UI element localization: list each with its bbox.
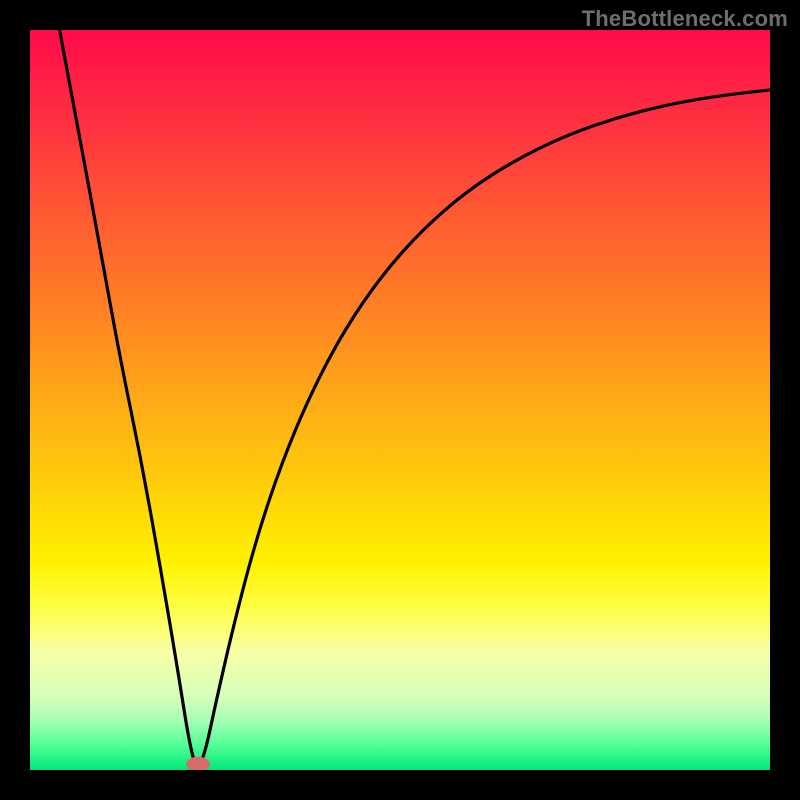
chart-frame: TheBottleneck.com [0, 0, 800, 800]
vertex-marker [186, 757, 210, 770]
plot-area [30, 30, 770, 770]
curve-layer [30, 30, 770, 770]
watermark-text: TheBottleneck.com [582, 6, 788, 32]
bottleneck-curve [60, 30, 770, 765]
